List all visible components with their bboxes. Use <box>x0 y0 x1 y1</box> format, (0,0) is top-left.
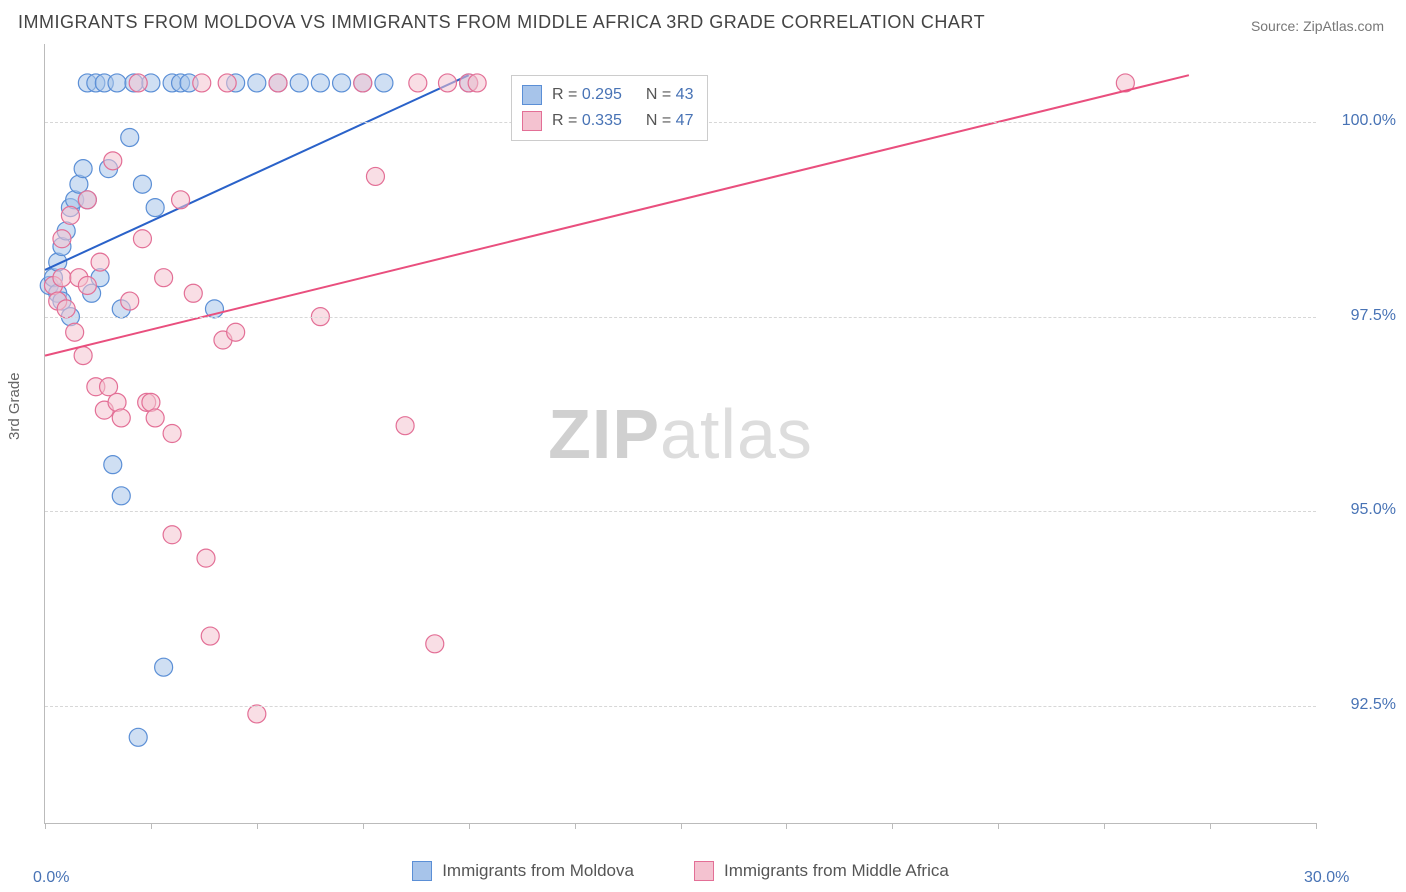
scatter-point-moldova <box>104 456 122 474</box>
scatter-point-middle-africa <box>104 152 122 170</box>
y-tick-label: 100.0% <box>1324 112 1396 130</box>
scatter-point-middle-africa <box>354 74 372 92</box>
chart-title: IMMIGRANTS FROM MOLDOVA VS IMMIGRANTS FR… <box>18 12 985 33</box>
stat-n-label: N = 43 <box>646 82 694 108</box>
x-tick <box>998 823 999 829</box>
legend-label: Immigrants from Middle Africa <box>724 861 949 881</box>
scatter-point-middle-africa <box>201 627 219 645</box>
scatter-point-middle-africa <box>426 635 444 653</box>
x-tick <box>786 823 787 829</box>
scatter-point-middle-africa <box>53 230 71 248</box>
x-tick-label: 0.0% <box>33 869 69 887</box>
scatter-point-middle-africa <box>129 74 147 92</box>
legend-swatch <box>522 111 542 131</box>
scatter-point-middle-africa <box>133 230 151 248</box>
scatter-point-middle-africa <box>172 191 190 209</box>
stat-r-label: R = 0.335 <box>552 108 622 134</box>
x-tick <box>469 823 470 829</box>
scatter-point-middle-africa <box>163 425 181 443</box>
x-tick <box>363 823 364 829</box>
gridline <box>45 706 1316 707</box>
scatter-point-middle-africa <box>248 705 266 723</box>
scatter-point-middle-africa <box>218 74 236 92</box>
legend-item-moldova: Immigrants from Moldova <box>412 861 634 881</box>
scatter-point-middle-africa <box>91 253 109 271</box>
scatter-plot-area: ZIPatlas Immigrants from MoldovaImmigran… <box>44 44 1316 824</box>
y-tick-label: 97.5% <box>1324 307 1396 325</box>
y-tick-label: 95.0% <box>1324 501 1396 519</box>
scatter-point-middle-africa <box>78 276 96 294</box>
stats-row-middle-africa: R = 0.335 N = 47 <box>522 108 693 134</box>
scatter-point-middle-africa <box>74 347 92 365</box>
scatter-point-middle-africa <box>163 526 181 544</box>
scatter-point-moldova <box>133 175 151 193</box>
scatter-point-moldova <box>311 74 329 92</box>
scatter-point-middle-africa <box>468 74 486 92</box>
scatter-point-middle-africa <box>61 206 79 224</box>
scatter-point-moldova <box>333 74 351 92</box>
scatter-point-middle-africa <box>409 74 427 92</box>
scatter-point-middle-africa <box>438 74 456 92</box>
stats-row-moldova: R = 0.295 N = 43 <box>522 82 693 108</box>
scatter-point-middle-africa <box>66 323 84 341</box>
scatter-point-moldova <box>121 128 139 146</box>
scatter-point-middle-africa <box>227 323 245 341</box>
stat-n-label: N = 47 <box>646 108 694 134</box>
bottom-legend: Immigrants from Moldova Immigrants from M… <box>45 861 1316 881</box>
gridline <box>45 317 1316 318</box>
scatter-point-middle-africa <box>112 409 130 427</box>
stat-r-label: R = 0.295 <box>552 82 622 108</box>
source-attribution: Source: ZipAtlas.com <box>1251 18 1384 34</box>
scatter-point-moldova <box>129 728 147 746</box>
y-axis-label: 3rd Grade <box>6 372 23 440</box>
scatter-point-moldova <box>146 199 164 217</box>
scatter-point-middle-africa <box>78 191 96 209</box>
legend-swatch <box>522 85 542 105</box>
legend-swatch <box>694 861 714 881</box>
scatter-point-middle-africa <box>57 300 75 318</box>
x-tick <box>1104 823 1105 829</box>
scatter-point-middle-africa <box>197 549 215 567</box>
scatter-point-middle-africa <box>269 74 287 92</box>
gridline <box>45 511 1316 512</box>
scatter-point-middle-africa <box>121 292 139 310</box>
legend-label: Immigrants from Moldova <box>442 861 634 881</box>
scatter-point-moldova <box>108 74 126 92</box>
legend-swatch <box>412 861 432 881</box>
x-tick <box>151 823 152 829</box>
scatter-point-middle-africa <box>193 74 211 92</box>
x-tick <box>1210 823 1211 829</box>
x-tick <box>892 823 893 829</box>
y-tick-label: 92.5% <box>1324 696 1396 714</box>
stats-legend-box: R = 0.295 N = 43 R = 0.335 N = 47 <box>511 75 708 141</box>
scatter-point-middle-africa <box>146 409 164 427</box>
scatter-point-moldova <box>112 487 130 505</box>
x-tick <box>681 823 682 829</box>
scatter-point-moldova <box>290 74 308 92</box>
scatter-point-moldova <box>248 74 266 92</box>
x-tick <box>257 823 258 829</box>
scatter-point-moldova <box>74 160 92 178</box>
scatter-point-middle-africa <box>155 269 173 287</box>
scatter-point-moldova <box>375 74 393 92</box>
scatter-point-middle-africa <box>366 167 384 185</box>
legend-item-middle-africa: Immigrants from Middle Africa <box>694 861 949 881</box>
x-tick <box>575 823 576 829</box>
x-tick <box>45 823 46 829</box>
scatter-point-moldova <box>155 658 173 676</box>
scatter-point-middle-africa <box>53 269 71 287</box>
scatter-point-middle-africa <box>396 417 414 435</box>
scatter-point-middle-africa <box>184 284 202 302</box>
x-tick <box>1316 823 1317 829</box>
x-tick-label: 30.0% <box>1304 869 1349 887</box>
